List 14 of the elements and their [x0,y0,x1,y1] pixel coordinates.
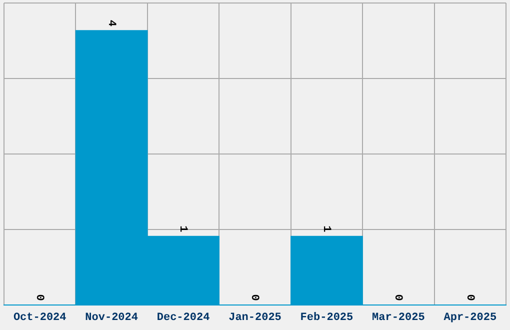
data-label: 0 [392,294,404,301]
data-label: 1 [320,226,332,233]
x-tick-label: Apr-2025 [444,312,497,324]
data-label: 4 [104,20,117,27]
x-tick-label: Oct-2024 [13,312,67,324]
data-label: 0 [463,294,476,301]
x-tick-label: Jan-2025 [228,312,282,324]
x-tick-label: Nov-2024 [85,312,138,324]
x-tick-label: Mar-2025 [372,312,426,324]
x-tick-label: Feb-2025 [300,312,354,324]
data-label: 0 [248,294,260,301]
data-label: 0 [33,294,46,301]
x-tick-label: Dec-2024 [156,312,210,324]
data-label: 1 [176,226,189,233]
